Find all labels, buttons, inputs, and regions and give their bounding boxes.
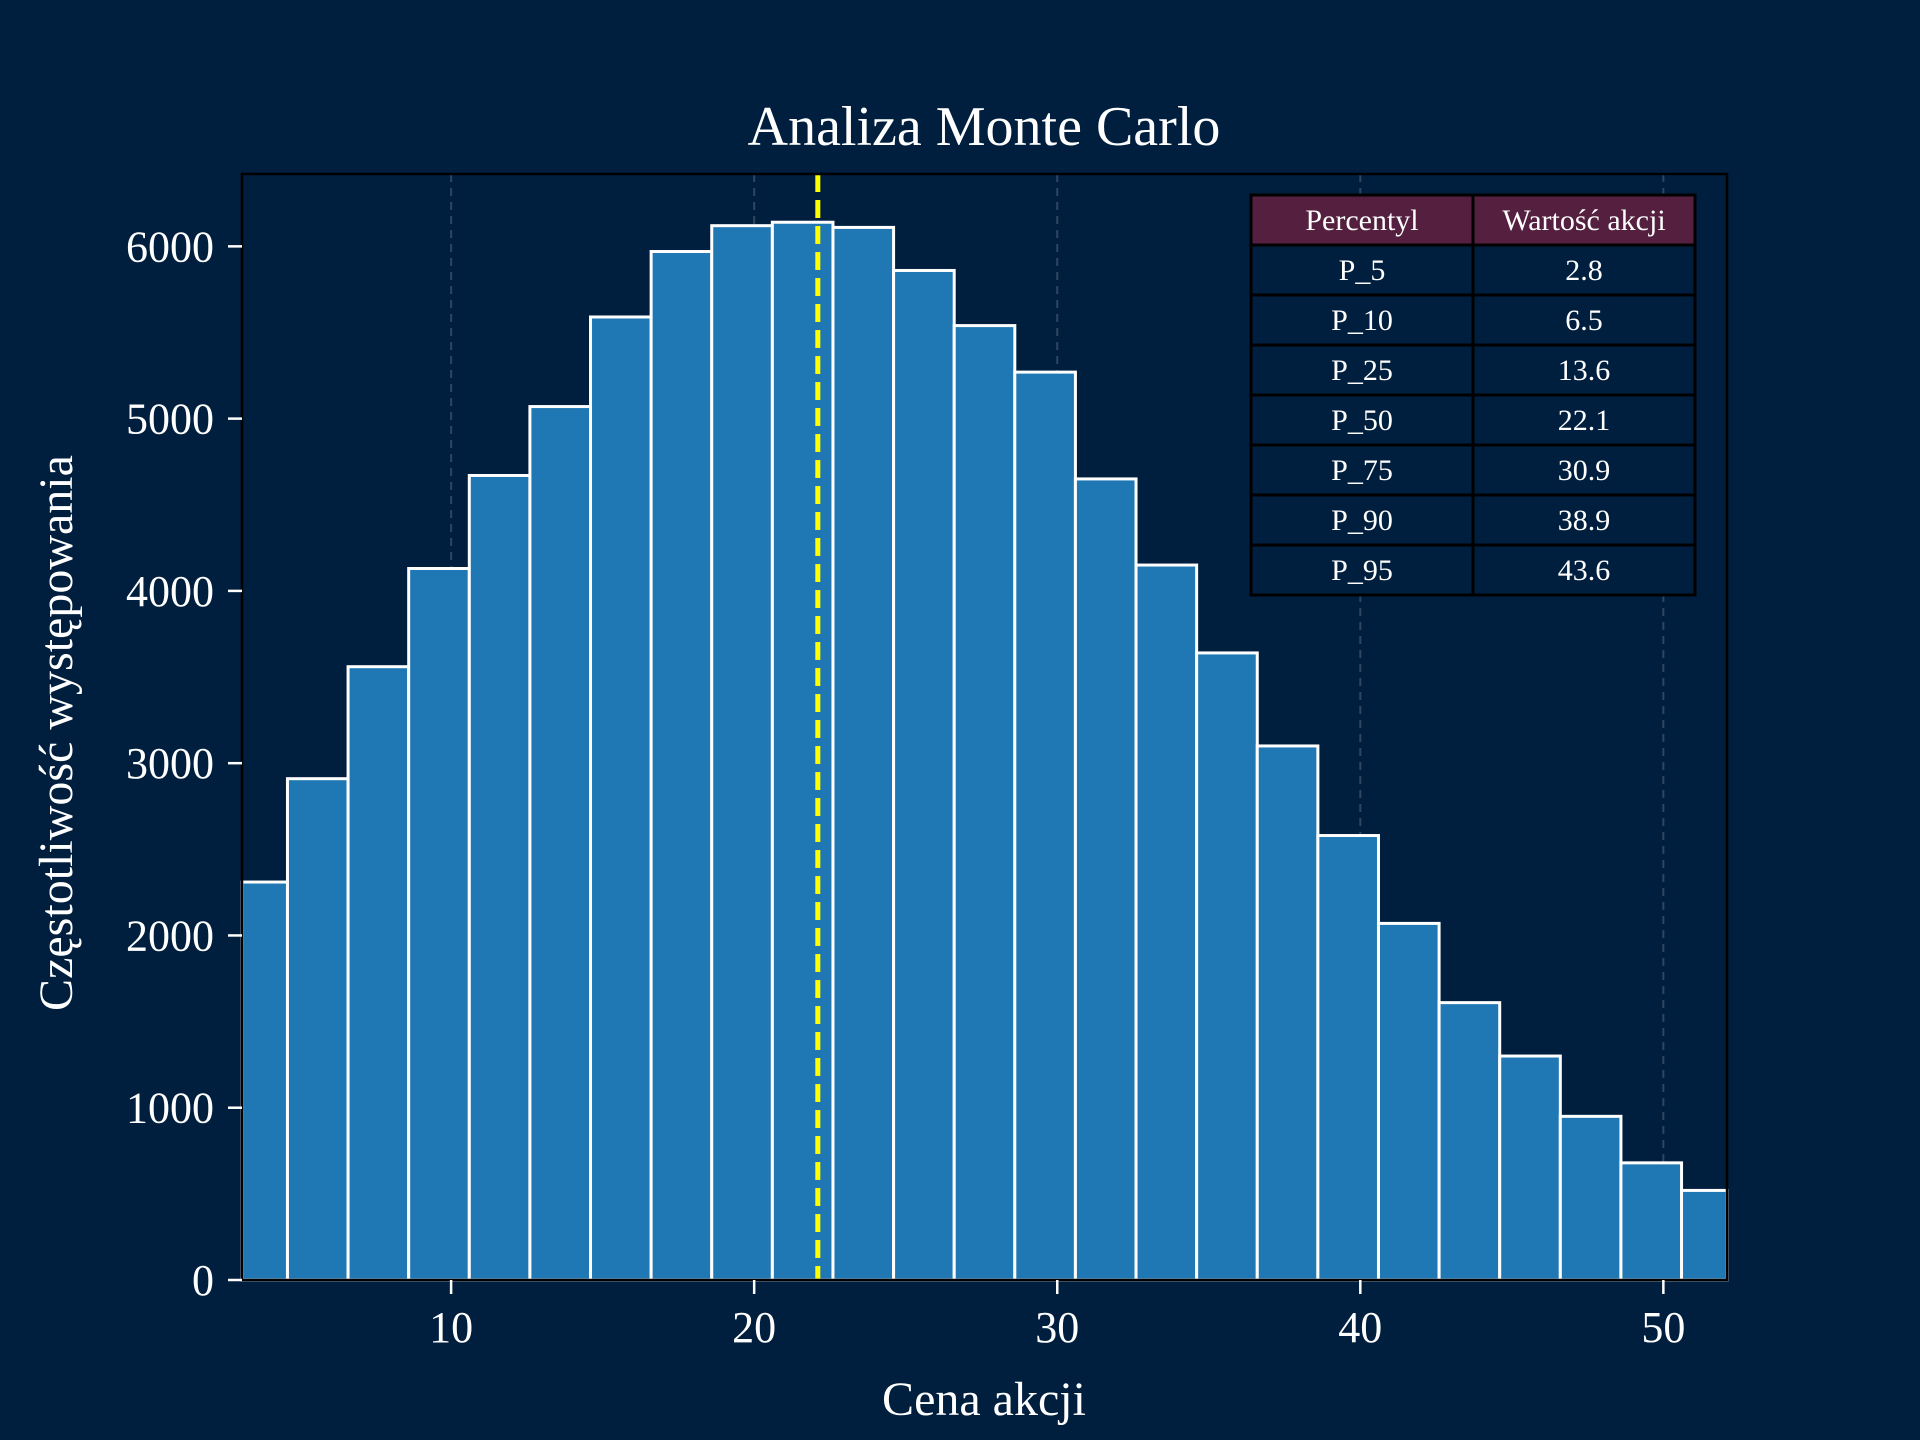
histogram-bar [407,567,471,1282]
y-tick-label: 4000 [126,567,214,616]
histogram-bar [528,405,593,1282]
table-cell-text: P_5 [1339,254,1386,287]
y-tick-label: 6000 [126,222,214,271]
table-cell [1471,493,1697,547]
histogram-bar [1619,1161,1684,1282]
table-cell-text: 43.6 [1558,554,1611,587]
x-tick-label: 10 [429,1303,473,1352]
histogram-bar [1376,921,1441,1282]
y-tick-label: 5000 [126,395,214,444]
table-cell [1249,543,1475,597]
histogram-bar [285,777,350,1282]
table-header-cell [1471,193,1697,247]
histogram-bar [1680,1188,1729,1282]
histogram-bar [240,880,289,1282]
histogram-bar [1558,1114,1623,1282]
histogram-bar [952,324,1017,1282]
histogram-bar [1437,1001,1502,1282]
plot-frame [240,172,1729,1282]
table-cell [1249,443,1475,497]
histogram-bar [1498,1054,1562,1282]
table-cell-text: P_10 [1331,304,1393,337]
histogram-bar [1195,651,1259,1282]
y-axis-label: Częstotliwość występowania [30,455,83,1011]
histogram-bar [1134,563,1199,1282]
table-cell-text: 30.9 [1558,454,1611,487]
y-tick-label: 1000 [126,1084,214,1133]
histogram-bar [1255,744,1320,1282]
table-cell-text: P_90 [1331,504,1393,537]
histogram-bar [892,268,956,1282]
histogram-bar [1013,370,1077,1282]
table-header-text: Percentyl [1305,204,1418,237]
table-cell [1471,393,1697,447]
histogram-bar [1316,834,1380,1282]
histogram-bar [346,665,411,1282]
y-tick-label: 2000 [126,911,214,960]
table-cell [1249,243,1475,297]
axis-ticks: 10 20 30 40 50 0 1000 2000 3000 4000 5000 6000 [126,222,1685,1352]
table-cell-text: P_75 [1331,454,1393,487]
table-cell-text: 38.9 [1558,504,1611,537]
table-cell-text: 2.8 [1565,254,1603,287]
table-cell-text: 22.1 [1558,404,1611,437]
table-cell-text: P_50 [1331,404,1393,437]
y-tick-label: 0 [192,1256,214,1305]
histogram-bar [1073,477,1138,1282]
table-cell-text: P_95 [1331,554,1393,587]
table-cell-text: 6.5 [1565,304,1603,337]
x-tick-label: 30 [1035,1303,1079,1352]
table-cell-text: P_25 [1331,354,1393,387]
histogram-bar [831,225,896,1282]
table-cell [1471,243,1697,297]
table-cell [1249,343,1475,397]
y-tick-label: 3000 [126,739,214,788]
table-cell [1471,543,1697,597]
histogram-bar [589,315,653,1282]
table-cell-text: 13.6 [1558,354,1611,387]
percentile-table: Percentyl Wartość akcji P_5 2.8 P_10 6.5 P_25 1… [1249,193,1697,597]
histogram-bars [240,220,1729,1282]
table-cell [1471,343,1697,397]
x-tick-label: 20 [732,1303,776,1352]
table-header-text: Wartość akcji [1502,204,1665,237]
x-axis-label: Cena akcji [882,1373,1086,1426]
chart-title: Analiza Monte Carlo [748,96,1221,158]
x-tick-label: 50 [1641,1303,1685,1352]
histogram-bar [710,224,774,1282]
histogram-bar [770,220,835,1282]
histogram-bar [467,473,532,1282]
x-tick-label: 40 [1338,1303,1382,1352]
histogram-bar [649,250,714,1282]
